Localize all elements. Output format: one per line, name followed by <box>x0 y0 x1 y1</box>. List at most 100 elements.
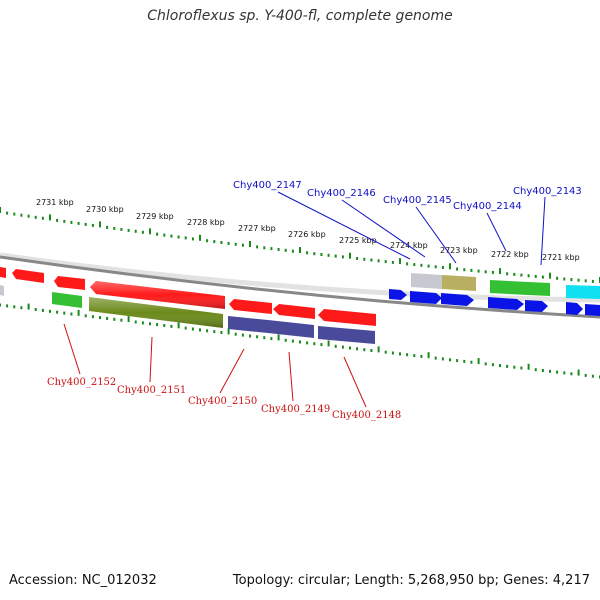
minor-tick <box>149 322 151 326</box>
minor-tick <box>549 369 551 373</box>
gene-label[interactable]: Chy400_2151 <box>117 385 186 396</box>
gene-arrow[interactable] <box>442 275 476 291</box>
gene-arrow[interactable] <box>488 297 524 310</box>
gene-arrow[interactable] <box>566 302 583 315</box>
gene-arrow[interactable] <box>441 293 474 306</box>
minor-tick <box>306 251 309 255</box>
minor-tick <box>120 318 123 322</box>
major-tick <box>77 309 80 316</box>
gene-arrow[interactable] <box>490 280 528 295</box>
major-tick <box>99 221 101 228</box>
gene-arrow[interactable] <box>318 309 376 326</box>
gene-arrow[interactable] <box>318 326 375 344</box>
major-tick <box>527 363 530 370</box>
major-tick <box>199 234 201 241</box>
minor-tick <box>491 363 494 367</box>
minor-tick <box>234 332 237 336</box>
minor-tick <box>77 221 80 225</box>
scale-label: 2721 kbp <box>542 253 580 262</box>
minor-tick <box>356 347 359 351</box>
gene-arrow[interactable] <box>410 291 442 304</box>
gene-arrow[interactable] <box>411 273 442 289</box>
major-tick <box>477 358 480 365</box>
minor-tick <box>13 212 16 216</box>
minor-tick <box>334 344 337 348</box>
gene-arrow[interactable] <box>528 282 550 296</box>
major-tick <box>399 258 401 265</box>
minor-tick <box>20 213 23 217</box>
minor-tick <box>406 262 409 266</box>
gene-arrow[interactable] <box>585 304 600 316</box>
gene-label[interactable]: Chy400_2147 <box>233 180 302 191</box>
minor-tick <box>199 328 201 332</box>
minor-tick <box>106 225 109 229</box>
backbone-shadow <box>0 252 600 303</box>
minor-tick <box>156 323 159 327</box>
minor-tick <box>313 252 316 256</box>
minor-tick <box>399 352 401 356</box>
gene-label[interactable]: Chy400_2143 <box>513 186 582 197</box>
gene-arrow[interactable] <box>229 299 272 314</box>
major-tick <box>299 247 301 253</box>
gene-label[interactable]: Chy400_2146 <box>307 188 376 199</box>
minor-tick <box>84 222 87 226</box>
gene-label[interactable]: Chy400_2150 <box>188 396 257 407</box>
minor-tick <box>220 241 223 244</box>
major-tick <box>249 241 251 247</box>
minor-tick <box>349 346 351 350</box>
major-tick <box>0 207 1 213</box>
minor-tick <box>56 218 59 222</box>
minor-tick <box>534 274 537 278</box>
minor-tick <box>570 278 573 282</box>
minor-tick <box>291 249 294 253</box>
gene-arrow[interactable] <box>566 285 600 299</box>
gene-arrow[interactable] <box>268 320 314 338</box>
minor-tick <box>113 317 116 321</box>
minor-tick <box>406 353 409 357</box>
minor-tick <box>6 211 9 215</box>
minor-tick <box>263 336 266 340</box>
gene-label[interactable]: Chy400_2145 <box>383 195 452 206</box>
minor-tick <box>313 342 316 346</box>
minor-tick <box>177 235 180 239</box>
gene-arrow[interactable] <box>0 285 4 296</box>
gene-label[interactable]: Chy400_2148 <box>332 410 401 421</box>
minor-tick <box>370 258 373 262</box>
minor-tick <box>127 228 130 232</box>
gene-track-forward <box>0 267 600 326</box>
gene-arrow[interactable] <box>52 292 82 308</box>
gene-arrow[interactable] <box>525 300 548 312</box>
minor-tick <box>213 240 216 244</box>
accession-text: Accession: NC_012032 <box>9 573 157 588</box>
gene-label[interactable]: Chy400_2144 <box>453 201 522 212</box>
minor-tick <box>584 373 587 377</box>
minor-tick <box>206 239 209 243</box>
minor-tick <box>163 233 166 237</box>
minor-tick <box>491 270 494 274</box>
top-leader-lines <box>277 191 546 266</box>
minor-tick <box>291 339 294 343</box>
gene-arrow[interactable] <box>228 316 268 333</box>
scale-label: 2723 kbp <box>440 246 478 255</box>
gene-arrow[interactable] <box>273 304 315 319</box>
minor-tick <box>206 329 209 333</box>
minor-tick <box>420 263 423 267</box>
minor-tick <box>384 350 387 354</box>
minor-tick <box>377 259 380 263</box>
gene-label[interactable]: Chy400_2149 <box>261 404 330 415</box>
leader-line <box>277 191 411 260</box>
backbone-ring <box>0 255 600 319</box>
gene-arrow[interactable] <box>0 267 6 278</box>
gene-arrow[interactable] <box>12 269 44 283</box>
minor-tick <box>13 305 16 309</box>
minor-tick <box>513 365 516 369</box>
gene-arrow[interactable] <box>389 289 407 300</box>
minor-tick <box>334 254 337 258</box>
minor-tick <box>241 333 244 337</box>
gene-label[interactable]: Chy400_2152 <box>47 377 116 388</box>
minor-tick <box>99 316 101 320</box>
minor-tick <box>41 216 44 220</box>
major-tick <box>499 268 501 275</box>
gene-arrow[interactable] <box>54 276 85 290</box>
minor-tick <box>556 370 559 374</box>
